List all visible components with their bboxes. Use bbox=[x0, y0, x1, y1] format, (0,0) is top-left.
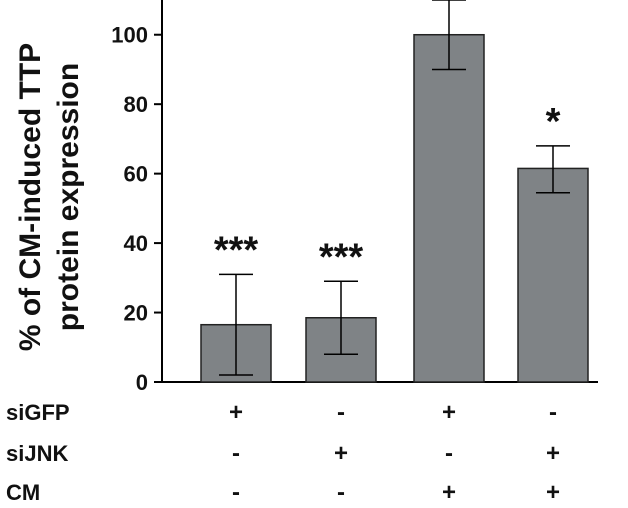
condition-sign: + bbox=[334, 440, 348, 467]
condition-sign: - bbox=[232, 479, 240, 506]
bar bbox=[517, 167, 589, 383]
condition-sign: + bbox=[442, 399, 456, 426]
y-tick-label: 80 bbox=[124, 92, 148, 117]
y-tick-label: 100 bbox=[111, 23, 148, 48]
y-axis-title-line-2: protein expression bbox=[52, 63, 85, 331]
condition-row-label: siGFP bbox=[6, 400, 70, 425]
y-tick-label: 20 bbox=[124, 301, 148, 326]
y-tick-label: 60 bbox=[124, 162, 148, 187]
condition-row-label: CM bbox=[6, 480, 40, 505]
y-tick-label: 40 bbox=[124, 231, 148, 256]
significance-label: *** bbox=[319, 236, 364, 278]
condition-sign: + bbox=[229, 399, 243, 426]
condition-sign: - bbox=[445, 440, 453, 467]
condition-sign: + bbox=[546, 440, 560, 467]
condition-sign: - bbox=[232, 440, 240, 467]
y-axis-title-line-1: % of CM-induced TTP bbox=[14, 43, 47, 351]
condition-sign: - bbox=[549, 399, 557, 426]
y-tick-label: 0 bbox=[136, 370, 148, 395]
condition-table: siGFP + - + - siJNK - + - + CM - - + + bbox=[6, 399, 560, 506]
condition-row-label: siJNK bbox=[6, 441, 68, 466]
condition-sign: - bbox=[337, 399, 345, 426]
condition-sign: - bbox=[337, 479, 345, 506]
condition-sign: + bbox=[442, 479, 456, 506]
y-axis-title: % of CM-induced TTP protein expression bbox=[14, 43, 85, 351]
bars: *** **** bbox=[200, 0, 589, 383]
significance-label: *** bbox=[214, 229, 259, 271]
bar bbox=[413, 33, 485, 383]
significance-label: * bbox=[546, 101, 561, 143]
condition-sign: + bbox=[546, 479, 560, 506]
